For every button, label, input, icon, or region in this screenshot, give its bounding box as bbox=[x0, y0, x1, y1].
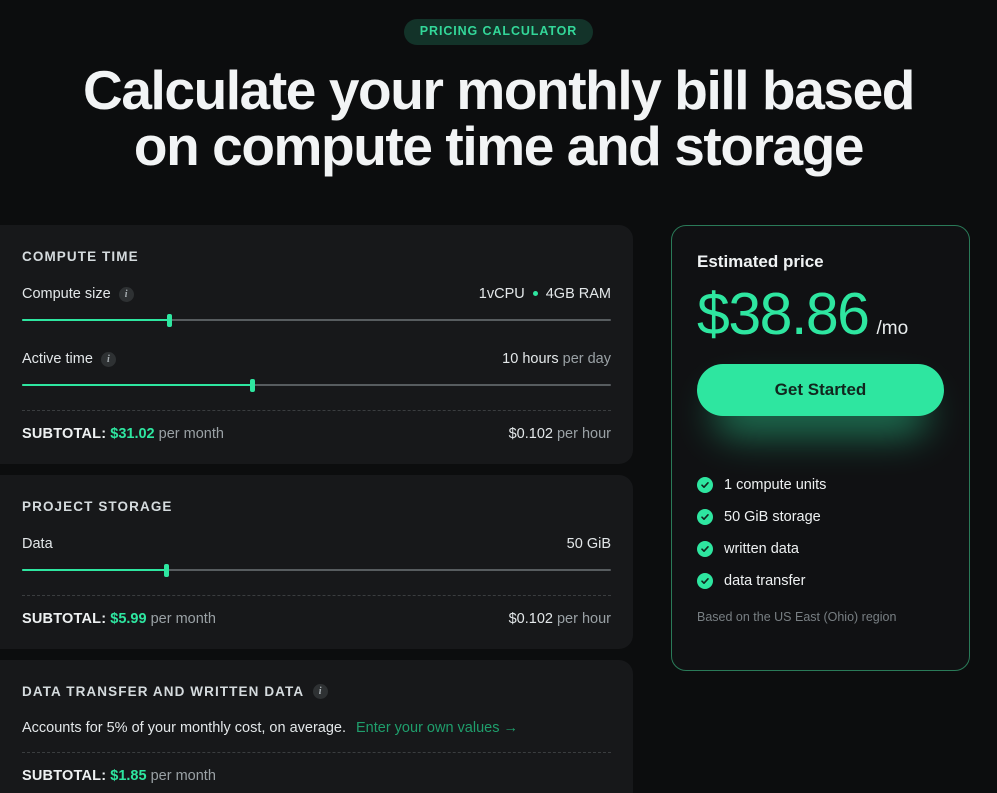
storage-subtotal: SUBTOTAL: $5.99 per month bbox=[22, 611, 216, 627]
transfer-subtotal-amount: $1.85 bbox=[110, 768, 147, 784]
divider bbox=[22, 752, 611, 753]
active-time-label: Active time bbox=[22, 351, 93, 367]
transfer-subtotal-label: SUBTOTAL: bbox=[22, 768, 107, 784]
active-time-hours: 10 hours bbox=[502, 351, 559, 367]
info-icon[interactable]: i bbox=[100, 351, 116, 367]
divider bbox=[22, 595, 611, 596]
compute-subtotal-suffix: per month bbox=[158, 426, 224, 442]
info-icon[interactable]: i bbox=[118, 286, 134, 302]
storage-data-slider[interactable] bbox=[22, 561, 611, 579]
storage-data-slider-thumb[interactable] bbox=[164, 564, 170, 577]
compute-subtotal-amount: $31.02 bbox=[110, 426, 155, 442]
features-list: 1 compute units 50 GiB storage written d… bbox=[697, 477, 944, 589]
storage-subtotal-suffix: per month bbox=[150, 611, 216, 627]
compute-size-cpu-value: 1vCPU bbox=[478, 286, 525, 302]
project-storage-title-label: PROJECT STORAGE bbox=[22, 499, 173, 514]
check-circle-icon bbox=[697, 509, 713, 525]
data-transfer-note: Accounts for 5% of your monthly cost, on… bbox=[22, 720, 346, 736]
estimated-price-period: /mo bbox=[876, 318, 909, 339]
list-item: 50 GiB storage bbox=[697, 509, 944, 525]
compute-size-value: 1vCPU 4GB RAM bbox=[479, 286, 611, 302]
active-time-slider-thumb[interactable] bbox=[249, 379, 255, 392]
separator-dot-icon bbox=[532, 290, 538, 296]
estimated-price-amount: $38.86 bbox=[697, 281, 870, 347]
compute-rate-amount: $0.102 bbox=[508, 426, 553, 442]
transfer-subtotal-suffix: per month bbox=[150, 768, 216, 784]
storage-data-label: Data bbox=[22, 536, 53, 552]
feature-label: 50 GiB storage bbox=[724, 509, 821, 525]
feature-label: data transfer bbox=[724, 573, 806, 589]
compute-time-card-title: COMPUTE TIME bbox=[22, 225, 611, 264]
divider bbox=[22, 410, 611, 411]
active-time-slider-track bbox=[22, 384, 611, 386]
page-title: Calculate your monthly bill based on com… bbox=[83, 58, 915, 177]
data-transfer-card: DATA TRANSFER AND WRITTEN DATA i Account… bbox=[0, 660, 633, 793]
compute-rate-suffix: per hour bbox=[556, 426, 611, 442]
check-circle-icon bbox=[697, 541, 713, 557]
active-time-suffix: per day bbox=[562, 351, 611, 367]
active-time-label-group: Active time i bbox=[22, 351, 116, 367]
estimated-price-card: Estimated price $38.86 /mo Get Started 1… bbox=[671, 225, 970, 671]
storage-rate-suffix: per hour bbox=[556, 611, 611, 627]
feature-label: written data bbox=[724, 541, 799, 557]
compute-size-label: Compute size bbox=[22, 286, 111, 302]
eyebrow-badge: PRICING CALCULATOR bbox=[403, 19, 594, 45]
compute-subtotal-row: SUBTOTAL: $31.02 per month $0.102 per ho… bbox=[22, 411, 611, 464]
page-header: PRICING CALCULATOR Calculate your monthl… bbox=[0, 0, 997, 174]
compute-size-slider-thumb[interactable] bbox=[167, 314, 173, 327]
project-storage-card: PROJECT STORAGE Data 50 GiB SUBTOT bbox=[0, 475, 633, 649]
compute-size-ram-value: 4GB RAM bbox=[545, 286, 611, 302]
cta-wrapper: Get Started bbox=[697, 364, 944, 436]
data-transfer-title-label: DATA TRANSFER AND WRITTEN DATA bbox=[22, 684, 305, 699]
storage-data-row: Data 50 GiB bbox=[22, 536, 611, 552]
storage-subtotal-amount: $5.99 bbox=[110, 611, 147, 627]
storage-data-value: 50 GiB bbox=[566, 536, 611, 552]
transfer-subtotal-row: SUBTOTAL: $1.85 per month bbox=[22, 753, 611, 793]
feature-label: 1 compute units bbox=[724, 477, 827, 493]
compute-size-label-group: Compute size i bbox=[22, 286, 134, 302]
storage-data-slider-fill bbox=[22, 569, 167, 571]
storage-rate: $0.102 per hour bbox=[509, 611, 611, 627]
storage-data-slider-track bbox=[22, 569, 611, 571]
compute-subtotal-label: SUBTOTAL: bbox=[22, 426, 107, 442]
compute-time-title-label: COMPUTE TIME bbox=[22, 249, 139, 264]
storage-rate-amount: $0.102 bbox=[508, 611, 553, 627]
project-storage-card-title: PROJECT STORAGE bbox=[22, 475, 611, 514]
active-time-slider[interactable] bbox=[22, 376, 611, 394]
active-time-value: 10 hours per day bbox=[502, 351, 611, 367]
get-started-button[interactable]: Get Started bbox=[697, 364, 944, 416]
storage-subtotal-label: SUBTOTAL: bbox=[22, 611, 107, 627]
data-transfer-note-row: Accounts for 5% of your monthly cost, on… bbox=[22, 699, 611, 736]
compute-size-slider-track bbox=[22, 319, 611, 321]
compute-rate: $0.102 per hour bbox=[509, 426, 611, 442]
calculator-controls-column: COMPUTE TIME Compute size i 1vCPU 4GB RAM bbox=[0, 225, 633, 793]
enter-own-values-link[interactable]: Enter your own values → bbox=[356, 720, 518, 736]
compute-time-card: COMPUTE TIME Compute size i 1vCPU 4GB RAM bbox=[0, 225, 633, 464]
estimated-price-title: Estimated price bbox=[697, 252, 824, 271]
list-item: 1 compute units bbox=[697, 477, 944, 493]
data-transfer-card-title: DATA TRANSFER AND WRITTEN DATA i bbox=[22, 660, 611, 699]
compute-size-slider[interactable] bbox=[22, 311, 611, 329]
list-item: data transfer bbox=[697, 573, 944, 589]
list-item: written data bbox=[697, 541, 944, 557]
estimated-price-line: $38.86 /mo bbox=[697, 285, 944, 344]
compute-subtotal: SUBTOTAL: $31.02 per month bbox=[22, 426, 224, 442]
compute-size-slider-fill bbox=[22, 319, 170, 321]
check-circle-icon bbox=[697, 573, 713, 589]
compute-size-row: Compute size i 1vCPU 4GB RAM bbox=[22, 286, 611, 302]
region-note: Based on the US East (Ohio) region bbox=[697, 610, 897, 624]
active-time-row: Active time i 10 hours per day bbox=[22, 351, 611, 367]
check-circle-icon bbox=[697, 477, 713, 493]
storage-data-label-group: Data bbox=[22, 536, 53, 552]
storage-subtotal-row: SUBTOTAL: $5.99 per month $0.102 per hou… bbox=[22, 596, 611, 649]
info-icon[interactable]: i bbox=[313, 684, 329, 699]
transfer-subtotal: SUBTOTAL: $1.85 per month bbox=[22, 768, 216, 784]
active-time-slider-fill bbox=[22, 384, 252, 386]
